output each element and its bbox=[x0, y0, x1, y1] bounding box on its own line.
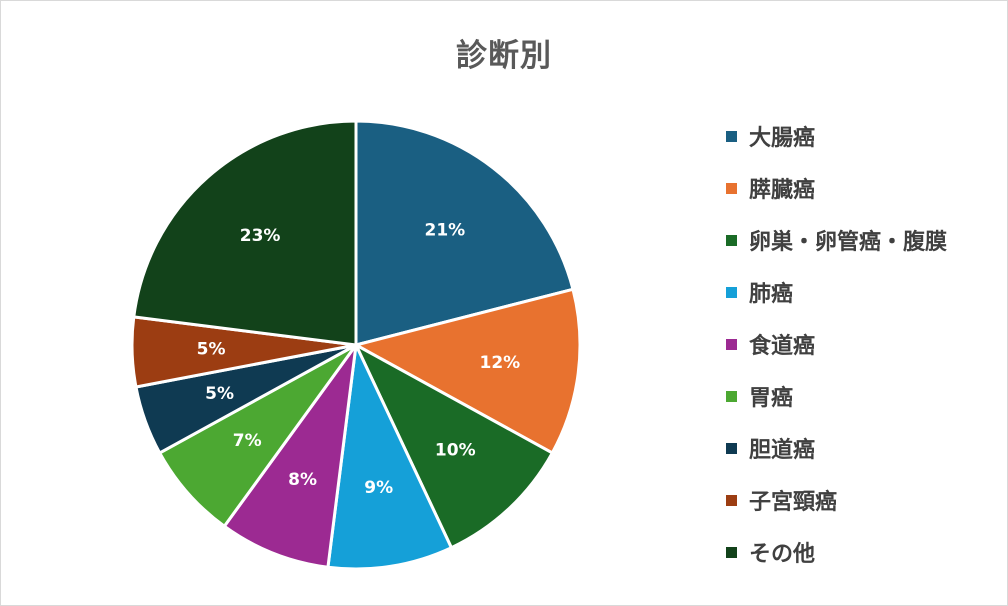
data-label-7: 5% bbox=[205, 384, 234, 404]
legend-item-5: 食道癌 bbox=[726, 318, 947, 370]
pie-slice-5 bbox=[222, 343, 358, 569]
legend-swatch bbox=[726, 390, 737, 402]
pie-slice-1 bbox=[354, 119, 575, 347]
legend-item-3: 卵巣・卵管癌・腹膜 bbox=[726, 214, 947, 266]
data-label-3: 10% bbox=[435, 441, 476, 461]
legend-item-8: 子宮頸癌 bbox=[726, 474, 947, 526]
pie-slice-3 bbox=[354, 343, 554, 550]
data-label-8: 5% bbox=[197, 340, 226, 360]
legend-swatch bbox=[726, 546, 737, 558]
pie-slice-2 bbox=[354, 287, 582, 455]
data-label-6: 7% bbox=[233, 431, 262, 451]
legend-label: 食道癌 bbox=[749, 334, 816, 359]
legend-swatch bbox=[726, 234, 737, 246]
pie-slice-4 bbox=[326, 343, 453, 571]
legend-item-6: 胃癌 bbox=[726, 370, 947, 422]
pie-slice-9 bbox=[132, 119, 358, 347]
legend-label: 肺癌 bbox=[749, 282, 794, 307]
data-label-1: 21% bbox=[425, 220, 466, 240]
legend-swatch bbox=[726, 338, 737, 350]
legend-label: 子宮頸癌 bbox=[749, 490, 838, 515]
legend-label: 卵巣・卵管癌・腹膜 bbox=[749, 230, 948, 255]
data-label-4: 9% bbox=[364, 478, 393, 498]
legend-item-1: 大腸癌 bbox=[726, 110, 947, 162]
legend-label: 胆道癌 bbox=[749, 438, 816, 463]
legend-swatch bbox=[726, 442, 737, 454]
legend-label: 膵臓癌 bbox=[749, 178, 816, 203]
data-label-5: 8% bbox=[288, 470, 317, 490]
chart-title: 診断別 bbox=[456, 38, 552, 74]
legend-item-2: 膵臓癌 bbox=[726, 162, 947, 214]
legend-swatch bbox=[726, 286, 737, 298]
legend-item-4: 肺癌 bbox=[726, 266, 947, 318]
legend-item-7: 胆道癌 bbox=[726, 422, 947, 474]
legend-swatch bbox=[726, 182, 737, 194]
legend-swatch bbox=[726, 494, 737, 506]
legend-label: その他 bbox=[749, 542, 816, 567]
data-label-2: 12% bbox=[480, 353, 521, 373]
data-label-9: 23% bbox=[240, 226, 281, 246]
legend-label: 胃癌 bbox=[749, 386, 794, 411]
legend-swatch bbox=[726, 130, 737, 142]
legend: 大腸癌膵臓癌卵巣・卵管癌・腹膜 肺癌食道癌胃癌胆道癌子宮頸癌その他 bbox=[726, 110, 947, 578]
legend-item-9: その他 bbox=[726, 526, 947, 578]
legend-label: 大腸癌 bbox=[749, 126, 816, 151]
